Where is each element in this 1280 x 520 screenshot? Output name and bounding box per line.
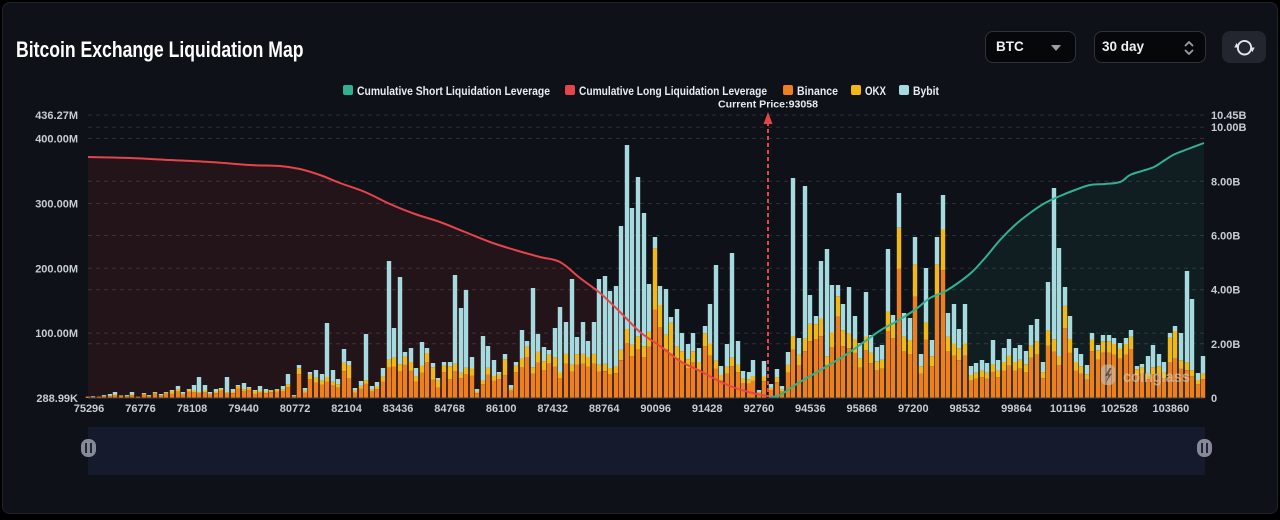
svg-text:OKX: OKX <box>865 86 886 98</box>
svg-text:Bybit: Bybit <box>913 86 939 98</box>
svg-text:0: 0 <box>1211 393 1217 405</box>
svg-text:88764: 88764 <box>589 403 620 415</box>
svg-text:76776: 76776 <box>125 403 156 415</box>
svg-text:Cumulative Short Liquidation L: Cumulative Short Liquidation Leverage <box>357 86 550 98</box>
svg-text:102528: 102528 <box>1101 403 1138 415</box>
svg-text:90096: 90096 <box>640 403 671 415</box>
svg-text:87432: 87432 <box>537 403 568 415</box>
svg-text:103860: 103860 <box>1153 403 1190 415</box>
svg-text:97200: 97200 <box>898 403 929 415</box>
svg-text:400.00M: 400.00M <box>35 134 78 146</box>
svg-text:288.99K: 288.99K <box>36 393 78 405</box>
svg-text:94536: 94536 <box>795 403 826 415</box>
svg-text:Binance: Binance <box>797 86 838 98</box>
svg-text:80772: 80772 <box>280 403 311 415</box>
svg-text:86100: 86100 <box>486 403 517 415</box>
svg-text:10.45B: 10.45B <box>1211 110 1247 122</box>
svg-text:Cumulative Long Liquidation Le: Cumulative Long Liquidation Leverage <box>579 86 767 98</box>
svg-text:Current Price:93058: Current Price:93058 <box>718 99 818 111</box>
svg-text:78108: 78108 <box>177 403 208 415</box>
svg-text:436.27M: 436.27M <box>35 110 78 122</box>
svg-text:99864: 99864 <box>1001 403 1032 415</box>
svg-text:82104: 82104 <box>331 403 362 415</box>
svg-text:10.00B: 10.00B <box>1211 122 1247 134</box>
svg-text:300.00M: 300.00M <box>35 199 78 211</box>
svg-text:2.00B: 2.00B <box>1211 339 1240 351</box>
svg-text:coinglass: coinglass <box>1123 369 1190 386</box>
svg-text:83436: 83436 <box>383 403 414 415</box>
svg-text:95868: 95868 <box>847 403 878 415</box>
svg-text:101196: 101196 <box>1050 403 1086 415</box>
svg-text:4.00B: 4.00B <box>1211 285 1240 297</box>
svg-text:200.00M: 200.00M <box>35 263 78 275</box>
svg-text:84768: 84768 <box>434 403 465 415</box>
svg-text:8.00B: 8.00B <box>1211 176 1240 188</box>
svg-text:91428: 91428 <box>692 403 723 415</box>
svg-text:92760: 92760 <box>744 403 775 415</box>
svg-text:75296: 75296 <box>74 403 105 415</box>
svg-text:98532: 98532 <box>950 403 981 415</box>
svg-text:79440: 79440 <box>228 403 259 415</box>
svg-text:100.00M: 100.00M <box>35 328 78 340</box>
svg-text:6.00B: 6.00B <box>1211 231 1240 243</box>
